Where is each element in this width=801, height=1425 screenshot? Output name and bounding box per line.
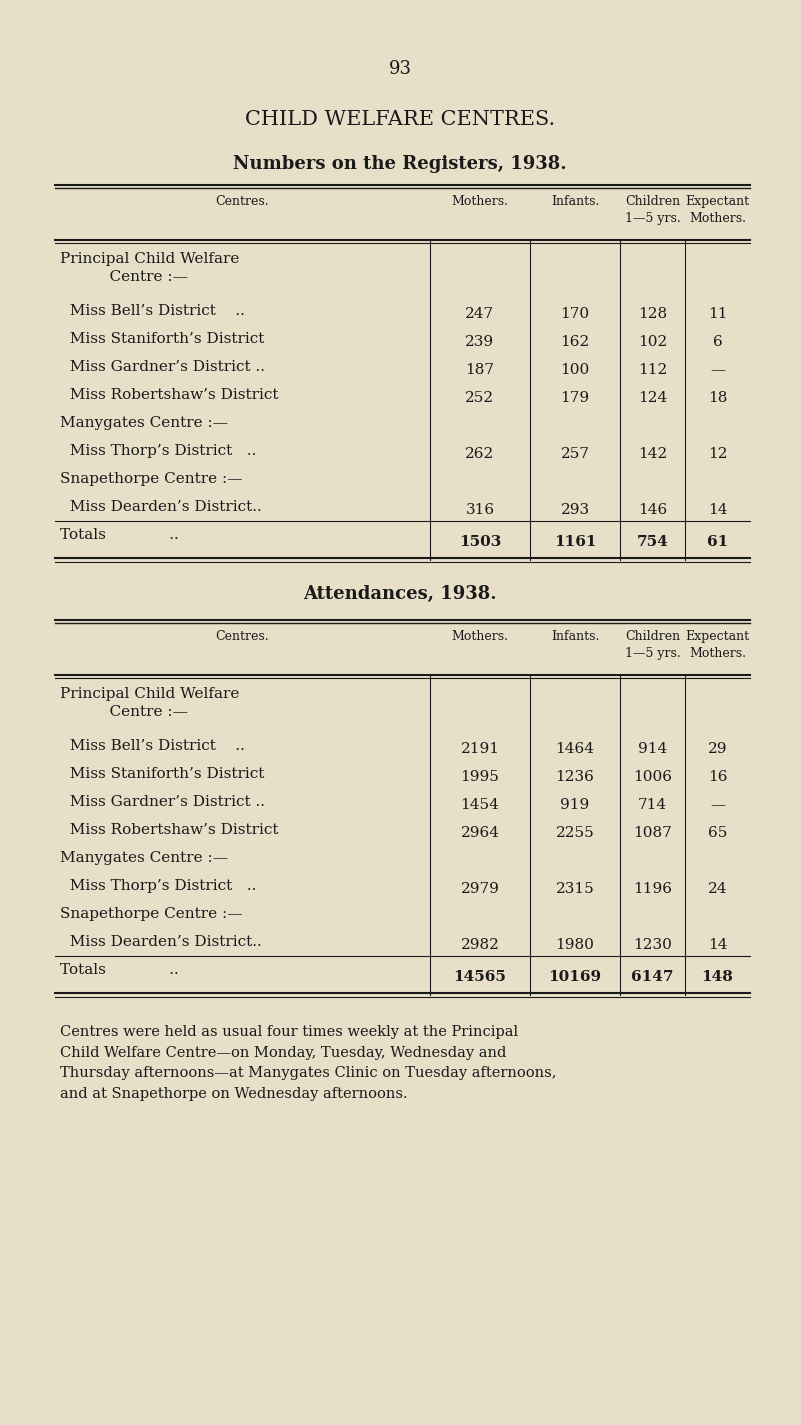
Text: 6147: 6147 <box>631 970 674 985</box>
Text: 6: 6 <box>713 335 723 349</box>
Text: Principal Child Welfare: Principal Child Welfare <box>60 252 239 266</box>
Text: 170: 170 <box>561 306 590 321</box>
Text: Attendances, 1938.: Attendances, 1938. <box>304 586 497 603</box>
Text: Expectant
Mothers.: Expectant Mothers. <box>686 195 750 225</box>
Text: 2255: 2255 <box>556 826 594 839</box>
Text: 148: 148 <box>702 970 734 985</box>
Text: 2964: 2964 <box>461 826 500 839</box>
Text: Infants.: Infants. <box>551 630 599 643</box>
Text: 2191: 2191 <box>461 742 500 757</box>
Text: Miss Bell’s District    ..: Miss Bell’s District .. <box>60 740 245 752</box>
Text: 128: 128 <box>638 306 667 321</box>
Text: 1196: 1196 <box>633 882 672 896</box>
Text: Children
1—5 yrs.: Children 1—5 yrs. <box>625 630 680 660</box>
Text: 1006: 1006 <box>633 770 672 784</box>
Text: 919: 919 <box>561 798 590 812</box>
Text: 1454: 1454 <box>461 798 500 812</box>
Text: 10169: 10169 <box>549 970 602 985</box>
Text: Mothers.: Mothers. <box>452 630 509 643</box>
Text: 1236: 1236 <box>556 770 594 784</box>
Text: —: — <box>710 798 725 812</box>
Text: 1503: 1503 <box>459 534 501 549</box>
Text: Miss Dearden’s District..: Miss Dearden’s District.. <box>60 935 262 949</box>
Text: 316: 316 <box>465 503 494 517</box>
Text: 2315: 2315 <box>556 882 594 896</box>
Text: Snapethorpe Centre :—: Snapethorpe Centre :— <box>60 906 243 921</box>
Text: 714: 714 <box>638 798 667 812</box>
Text: Manygates Centre :—: Manygates Centre :— <box>60 416 228 430</box>
Text: Miss Robertshaw’s District: Miss Robertshaw’s District <box>60 824 279 836</box>
Text: 16: 16 <box>708 770 727 784</box>
Text: Miss Gardner’s District ..: Miss Gardner’s District .. <box>60 795 265 809</box>
Text: 187: 187 <box>465 363 494 378</box>
Text: Miss Gardner’s District ..: Miss Gardner’s District .. <box>60 361 265 373</box>
Text: 293: 293 <box>561 503 590 517</box>
Text: 1087: 1087 <box>633 826 672 839</box>
Text: 1464: 1464 <box>556 742 594 757</box>
Text: 247: 247 <box>465 306 494 321</box>
Text: Miss Staniforth’s District: Miss Staniforth’s District <box>60 332 264 346</box>
Text: 1980: 1980 <box>556 938 594 952</box>
Text: 239: 239 <box>465 335 494 349</box>
Text: 252: 252 <box>465 390 494 405</box>
Text: 18: 18 <box>708 390 727 405</box>
Text: 2979: 2979 <box>461 882 500 896</box>
Text: Centre :—: Centre :— <box>90 269 188 284</box>
Text: 14: 14 <box>708 938 727 952</box>
Text: 12: 12 <box>708 447 727 462</box>
Text: 2982: 2982 <box>461 938 500 952</box>
Text: Numbers on the Registers, 1938.: Numbers on the Registers, 1938. <box>233 155 567 172</box>
Text: 146: 146 <box>638 503 667 517</box>
Text: 29: 29 <box>708 742 727 757</box>
Text: 112: 112 <box>638 363 667 378</box>
Text: 14: 14 <box>708 503 727 517</box>
Text: Manygates Centre :—: Manygates Centre :— <box>60 851 228 865</box>
Text: 14565: 14565 <box>453 970 506 985</box>
Text: 1230: 1230 <box>633 938 672 952</box>
Text: Children
1—5 yrs.: Children 1—5 yrs. <box>625 195 680 225</box>
Text: Miss Thorp’s District   ..: Miss Thorp’s District .. <box>60 879 256 893</box>
Text: 142: 142 <box>638 447 667 462</box>
Text: 102: 102 <box>638 335 667 349</box>
Text: 93: 93 <box>388 60 412 78</box>
Text: Centres.: Centres. <box>215 195 269 208</box>
Text: Miss Staniforth’s District: Miss Staniforth’s District <box>60 767 264 781</box>
Text: 257: 257 <box>561 447 590 462</box>
Text: 24: 24 <box>708 882 727 896</box>
Text: 162: 162 <box>561 335 590 349</box>
Text: 61: 61 <box>706 534 728 549</box>
Text: 179: 179 <box>561 390 590 405</box>
Text: 1161: 1161 <box>553 534 596 549</box>
Text: 754: 754 <box>637 534 668 549</box>
Text: Infants.: Infants. <box>551 195 599 208</box>
Text: —: — <box>710 363 725 378</box>
Text: 100: 100 <box>561 363 590 378</box>
Text: Principal Child Welfare: Principal Child Welfare <box>60 687 239 701</box>
Text: Totals             ..: Totals .. <box>60 963 179 978</box>
Text: Totals             ..: Totals .. <box>60 529 179 542</box>
Text: 124: 124 <box>638 390 667 405</box>
Text: Mothers.: Mothers. <box>452 195 509 208</box>
Text: Centre :—: Centre :— <box>90 705 188 720</box>
Text: Miss Robertshaw’s District: Miss Robertshaw’s District <box>60 388 279 402</box>
Text: Snapethorpe Centre :—: Snapethorpe Centre :— <box>60 472 243 486</box>
Text: Centres were held as usual four times weekly at the Principal
Child Welfare Cent: Centres were held as usual four times we… <box>60 1025 557 1100</box>
Text: Centres.: Centres. <box>215 630 269 643</box>
Text: Miss Thorp’s District   ..: Miss Thorp’s District .. <box>60 445 256 457</box>
Text: 65: 65 <box>708 826 727 839</box>
Text: 11: 11 <box>708 306 727 321</box>
Text: CHILD WELFARE CENTRES.: CHILD WELFARE CENTRES. <box>245 110 555 130</box>
Text: 914: 914 <box>638 742 667 757</box>
Text: 262: 262 <box>465 447 495 462</box>
Text: 1995: 1995 <box>461 770 500 784</box>
Text: Miss Bell’s District    ..: Miss Bell’s District .. <box>60 304 245 318</box>
Text: Expectant
Mothers.: Expectant Mothers. <box>686 630 750 660</box>
Text: Miss Dearden’s District..: Miss Dearden’s District.. <box>60 500 262 514</box>
